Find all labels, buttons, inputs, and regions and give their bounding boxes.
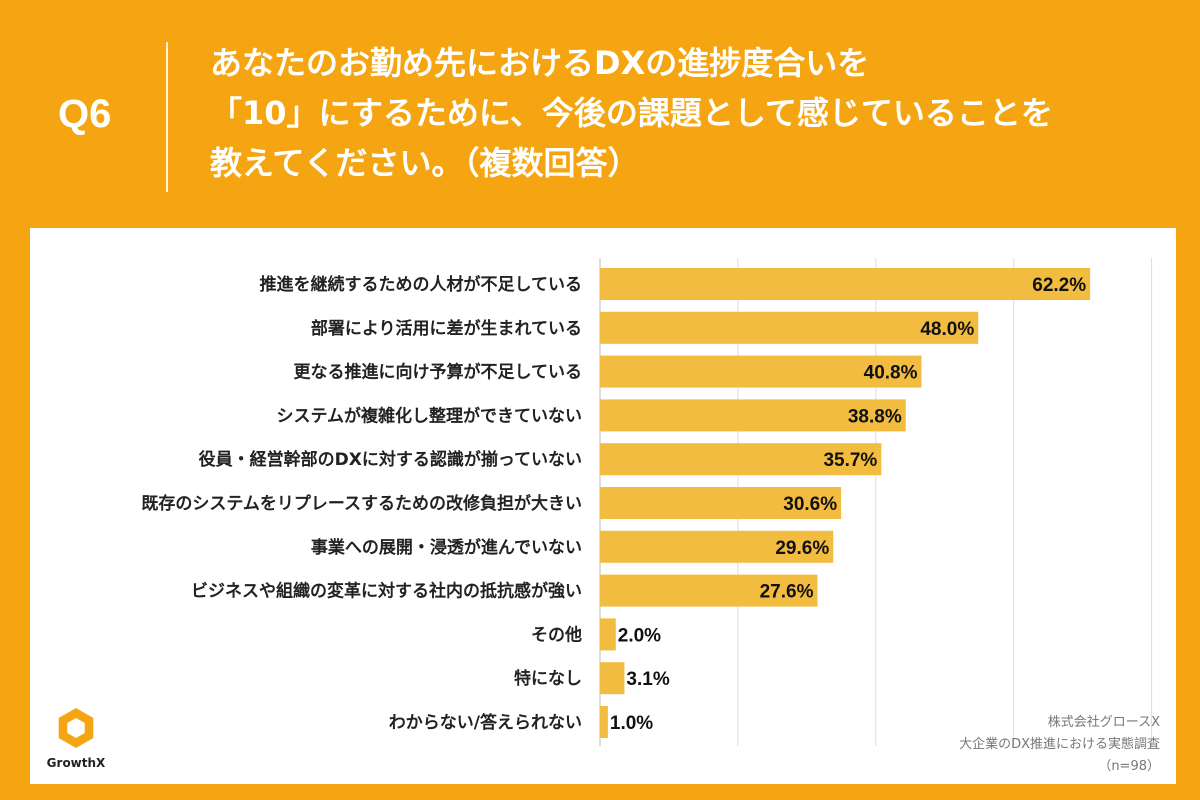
bar-5 <box>600 443 882 476</box>
question-line-2: 「10」にするために、今後の課題として感じていることを <box>210 94 1053 132</box>
question-line-1: あなたのお勤め先におけるDXの進捗度合いを <box>210 44 870 82</box>
category-label-3: 更なる推進に向け予算が不足している <box>294 362 583 383</box>
category-label-6: 既存のシステムをリプレースするための改修負担が大きい <box>141 493 582 514</box>
source-note: 株式会社グロースX 大企業のDX推進における実態調査 （n=98） <box>959 712 1160 778</box>
bar-2 <box>600 311 979 344</box>
category-label-10: 特になし <box>514 668 582 689</box>
bar-1 <box>600 268 1091 300</box>
header-divider <box>166 42 168 192</box>
category-label-9: その他 <box>531 624 582 645</box>
category-label-7: 事業への展開・浸透が進んでいない <box>311 537 582 558</box>
data-label-4: 38.8% <box>848 406 902 427</box>
source-survey: 大企業のDX推進における実態調査 <box>959 737 1160 752</box>
category-label-4: システムが複雑化し整理ができていない <box>277 405 583 426</box>
logo-text: GrowthX <box>46 756 106 770</box>
data-label-10: 3.1% <box>626 669 669 690</box>
chart-panel: 推進を継続するための人材が不足している 62.2% 部署により活用に差が生まれている… <box>30 228 1176 784</box>
data-label-2: 48.0% <box>920 319 974 340</box>
question-text: あなたのお勤め先におけるDXの進捗度合いを 「10」にするために、今後の課題とし… <box>210 38 1170 188</box>
category-label-11: わからない/答えられない <box>389 712 582 733</box>
bar-7 <box>600 530 834 563</box>
bar-chart: 推進を継続するための人材が不足している 62.2% 部署により活用に差が生まれている… <box>141 258 1153 746</box>
data-label-5: 35.7% <box>823 450 877 471</box>
category-label-2: 部署により活用に差が生まれている <box>311 318 582 339</box>
bar-11 <box>600 706 608 738</box>
source-company: 株式会社グロースX <box>1047 715 1160 730</box>
data-label-8: 27.6% <box>760 582 814 603</box>
hexagon-ring-icon <box>58 708 94 748</box>
data-label-11: 1.0% <box>610 713 653 734</box>
data-label-7: 29.6% <box>775 538 829 559</box>
data-label-9: 2.0% <box>618 625 661 646</box>
question-number: Q6 <box>58 92 112 136</box>
source-sample: （n=98） <box>1098 759 1160 774</box>
question-line-3: 教えてください。（複数回答） <box>210 144 640 182</box>
bar-9 <box>600 618 616 651</box>
growthx-logo: GrowthX <box>36 706 116 770</box>
bar-10 <box>600 662 625 695</box>
category-label-8: ビジネスや組織の変革に対する社内の抵抗感が強い <box>191 581 582 602</box>
category-label-5: 役員・経営幹部のDXに対する認識が揃っていない <box>199 449 582 470</box>
bar-6 <box>600 487 842 519</box>
data-label-3: 40.8% <box>864 363 918 384</box>
bar-8 <box>600 574 818 607</box>
bar-4 <box>600 399 906 432</box>
data-label-1: 62.2% <box>1032 275 1086 296</box>
data-label-6: 30.6% <box>783 494 837 515</box>
question-header: Q6 あなたのお勤め先におけるDXの進捗度合いを 「10」にするために、今後の課… <box>0 0 1200 228</box>
bar-3 <box>600 355 922 388</box>
category-label-1: 推進を継続するための人材が不足している <box>260 274 583 295</box>
